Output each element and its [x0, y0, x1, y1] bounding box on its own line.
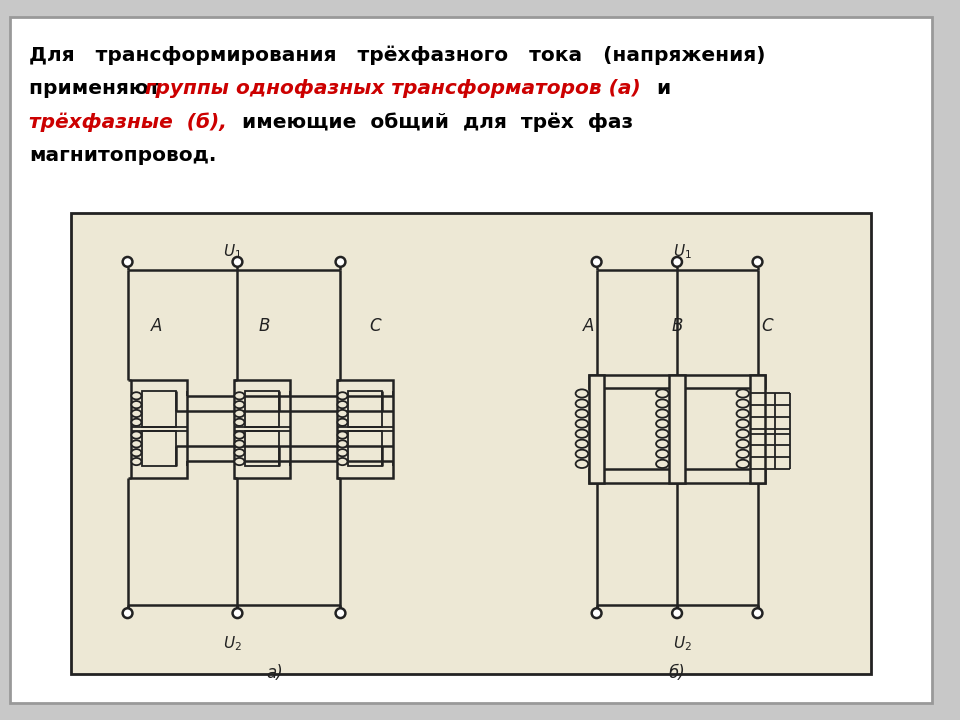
- Ellipse shape: [656, 410, 668, 418]
- Text: трёхфазные  (б),: трёхфазные (б),: [30, 113, 228, 132]
- Text: а): а): [266, 664, 283, 682]
- Ellipse shape: [576, 400, 588, 408]
- Text: $U_2$: $U_2$: [223, 635, 242, 654]
- Ellipse shape: [656, 460, 668, 468]
- Ellipse shape: [338, 449, 348, 456]
- Circle shape: [123, 608, 132, 618]
- Ellipse shape: [338, 392, 348, 400]
- Circle shape: [591, 608, 602, 618]
- Ellipse shape: [576, 420, 588, 428]
- Bar: [142, 392, 176, 427]
- Ellipse shape: [576, 390, 588, 397]
- Ellipse shape: [338, 458, 348, 465]
- Circle shape: [672, 257, 682, 267]
- Text: C: C: [369, 317, 381, 335]
- Ellipse shape: [132, 401, 141, 408]
- Ellipse shape: [234, 458, 245, 465]
- Bar: [131, 379, 187, 478]
- Ellipse shape: [736, 420, 749, 428]
- Ellipse shape: [132, 458, 141, 465]
- Ellipse shape: [576, 410, 588, 418]
- Text: B: B: [258, 317, 270, 335]
- Ellipse shape: [736, 430, 749, 438]
- Ellipse shape: [234, 401, 245, 408]
- Ellipse shape: [576, 440, 588, 448]
- Circle shape: [753, 608, 762, 618]
- Ellipse shape: [234, 392, 245, 400]
- Ellipse shape: [132, 410, 141, 417]
- Text: Для   трансформирования   трёхфазного   тока   (напряжения): Для трансформирования трёхфазного тока (…: [30, 46, 766, 66]
- Ellipse shape: [656, 450, 668, 458]
- Bar: [588, 374, 605, 482]
- Text: применяют: применяют: [30, 79, 168, 99]
- Bar: [337, 379, 394, 478]
- Bar: [246, 431, 278, 466]
- Ellipse shape: [576, 450, 588, 458]
- Ellipse shape: [338, 431, 348, 438]
- Text: имеющие  общий  для  трёх  фаз: имеющие общий для трёх фаз: [228, 113, 633, 132]
- Bar: [71, 213, 872, 674]
- Ellipse shape: [338, 401, 348, 408]
- Ellipse shape: [338, 440, 348, 448]
- Text: C: C: [761, 317, 773, 335]
- Bar: [233, 379, 291, 478]
- Ellipse shape: [132, 419, 141, 426]
- Ellipse shape: [338, 419, 348, 426]
- Bar: [750, 374, 765, 482]
- Bar: [348, 392, 382, 427]
- Ellipse shape: [736, 400, 749, 408]
- Ellipse shape: [234, 440, 245, 448]
- Ellipse shape: [132, 392, 141, 400]
- Ellipse shape: [234, 431, 245, 438]
- Ellipse shape: [736, 390, 749, 397]
- Ellipse shape: [736, 410, 749, 418]
- Bar: [348, 431, 382, 466]
- Text: группы однофазных трансформаторов (а): группы однофазных трансформаторов (а): [145, 79, 641, 99]
- Ellipse shape: [234, 449, 245, 456]
- Text: $U_1$: $U_1$: [223, 242, 242, 261]
- Ellipse shape: [132, 449, 141, 456]
- Ellipse shape: [656, 400, 668, 408]
- Ellipse shape: [576, 460, 588, 468]
- Circle shape: [123, 257, 132, 267]
- Circle shape: [232, 608, 242, 618]
- Ellipse shape: [132, 431, 141, 438]
- Ellipse shape: [656, 430, 668, 438]
- Text: и: и: [650, 79, 671, 99]
- Circle shape: [336, 608, 346, 618]
- Ellipse shape: [234, 419, 245, 426]
- Circle shape: [672, 608, 682, 618]
- Ellipse shape: [736, 440, 749, 448]
- Text: A: A: [152, 317, 162, 335]
- Circle shape: [591, 257, 602, 267]
- Ellipse shape: [576, 430, 588, 438]
- Bar: [669, 374, 684, 482]
- Ellipse shape: [656, 420, 668, 428]
- Bar: [588, 374, 765, 389]
- Ellipse shape: [338, 410, 348, 417]
- Ellipse shape: [736, 460, 749, 468]
- Text: B: B: [671, 317, 683, 335]
- Ellipse shape: [656, 440, 668, 448]
- Bar: [246, 392, 278, 427]
- Ellipse shape: [132, 440, 141, 448]
- Bar: [588, 469, 765, 482]
- Circle shape: [336, 257, 346, 267]
- Text: $U_1$: $U_1$: [673, 242, 691, 261]
- Text: A: A: [583, 317, 594, 335]
- Text: б): б): [669, 664, 685, 682]
- Text: $U_2$: $U_2$: [673, 635, 691, 654]
- Text: магнитопровод.: магнитопровод.: [30, 146, 217, 165]
- Circle shape: [232, 257, 242, 267]
- Circle shape: [753, 257, 762, 267]
- Bar: [142, 431, 176, 466]
- Ellipse shape: [736, 450, 749, 458]
- Ellipse shape: [656, 390, 668, 397]
- Ellipse shape: [234, 410, 245, 417]
